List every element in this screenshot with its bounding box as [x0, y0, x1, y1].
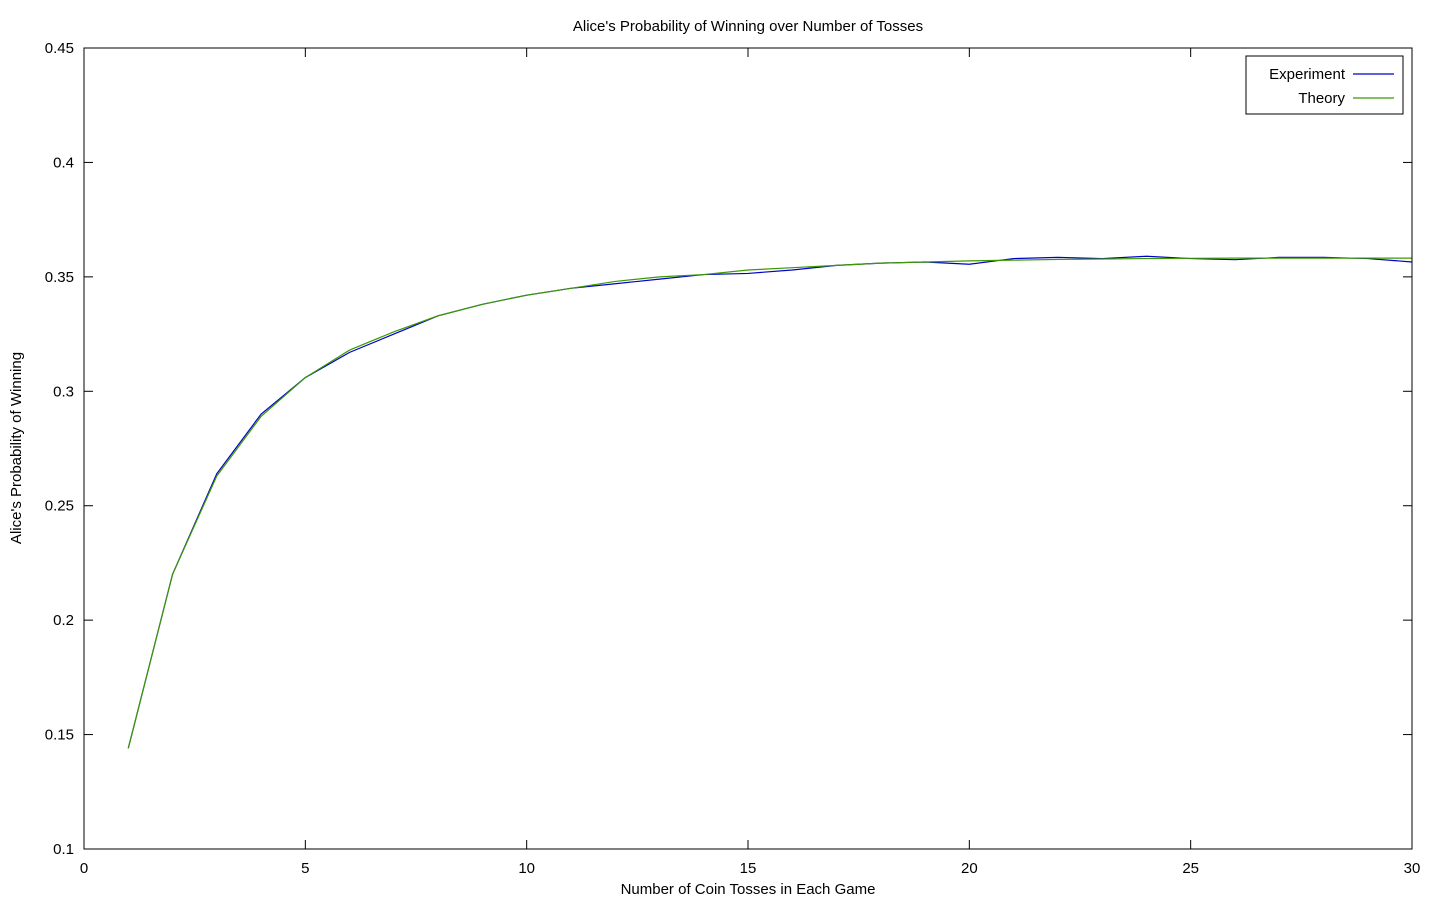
- y-tick-label: 0.25: [45, 498, 74, 515]
- y-tick-label: 0.1: [53, 841, 74, 858]
- y-tick-label: 0.3: [53, 383, 74, 400]
- plot-frame: [83, 47, 1413, 850]
- y-axis: 0.1 0.15 0.2 0.25 0.3 0.35 0.4 0.45: [45, 40, 1412, 858]
- legend-box: [1245, 55, 1404, 115]
- y-tick-label: 0.15: [45, 727, 74, 744]
- x-axis: 0 5 10 15 20 25 30: [80, 48, 1421, 877]
- y-tick-label: 0.45: [45, 40, 74, 57]
- x-tick-label: 30: [1404, 860, 1421, 877]
- y-tick-label: 0.2: [53, 612, 74, 629]
- series-line-theory: [127, 257, 1412, 749]
- y-tick-label: 0.35: [45, 269, 74, 286]
- chart-title: Alice's Probability of Winning over Numb…: [573, 18, 923, 35]
- x-tick-label: 15: [740, 860, 757, 877]
- x-tick-label: 0: [80, 860, 88, 877]
- legend: Experiment Theory: [1245, 55, 1404, 115]
- x-tick-label: 5: [301, 860, 309, 877]
- x-tick-label: 25: [1182, 860, 1199, 877]
- y-tick-label: 0.4: [53, 154, 74, 171]
- y-axis-label: Alice's Probability of Winning: [8, 352, 25, 544]
- x-axis-label: Number of Coin Tosses in Each Game: [621, 881, 876, 898]
- series-line-experiment: [127, 255, 1413, 749]
- legend-label-experiment: Experiment: [1269, 66, 1346, 83]
- x-tick-label: 20: [961, 860, 978, 877]
- plot-area: [127, 255, 1413, 749]
- legend-label-theory: Theory: [1298, 90, 1345, 107]
- x-tick-label: 10: [518, 860, 535, 877]
